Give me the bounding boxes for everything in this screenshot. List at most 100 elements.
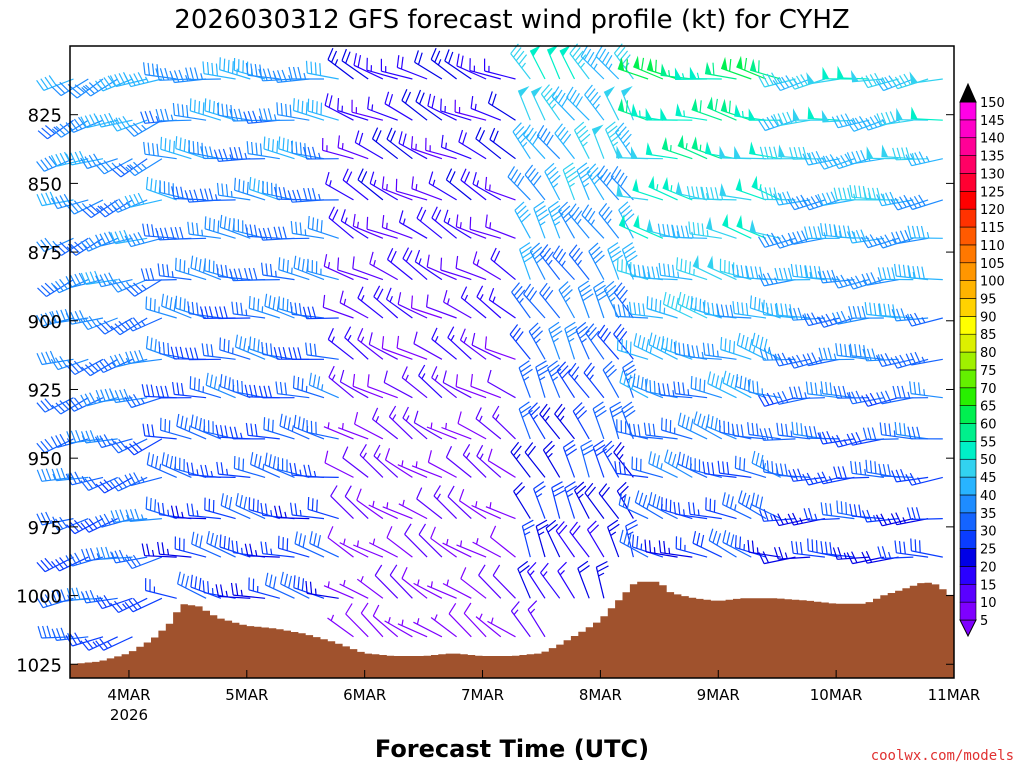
wind-barb-shaft [399, 221, 428, 239]
wind-barb-feather [50, 282, 60, 294]
wind-barb-shaft [132, 597, 163, 613]
wind-barb-half-feather [539, 376, 546, 381]
wind-barb-half-feather [583, 182, 590, 188]
wind-barb-half-feather [53, 126, 59, 132]
wind-barb-feather [49, 191, 56, 204]
wind-barb-feather [119, 509, 125, 522]
wind-barb [216, 182, 251, 201]
wind-barb-shaft [373, 455, 399, 478]
wind-barb-shaft [580, 446, 590, 478]
wind-barb-shaft [188, 514, 221, 520]
wind-barb-feather [103, 160, 113, 171]
wind-barb-shaft [430, 537, 457, 558]
wind-barb-shaft [160, 148, 192, 160]
wind-barb-shaft [382, 188, 413, 201]
wind-barb-shaft [372, 615, 399, 638]
wind-barb-shaft [357, 297, 384, 319]
wind-barb-shaft [852, 438, 885, 446]
wind-barb [646, 296, 678, 319]
wind-barb [831, 434, 870, 448]
x-tick-label: 8MAR [579, 686, 622, 704]
wind-barb-feather [199, 188, 205, 201]
wind-barb-half-feather [463, 336, 468, 344]
wind-barb-feather [793, 147, 798, 160]
wind-barb [402, 406, 428, 440]
wind-barb-half-feather [436, 493, 441, 500]
wind-barb-shaft [234, 467, 266, 478]
wind-barb-feather [440, 98, 442, 111]
wind-barb-feather [786, 111, 793, 124]
wind-barb-half-feather [303, 72, 307, 80]
wind-barb-feather [700, 186, 704, 200]
wind-barb-feather [118, 117, 127, 129]
wind-barb-feather [751, 450, 756, 464]
wind-barb [776, 422, 811, 440]
wind-barb [280, 571, 310, 599]
wind-barb-shaft [586, 172, 605, 201]
wind-barb-feather [592, 250, 603, 260]
wind-barb-flag [560, 45, 571, 57]
wind-barb-feather [257, 298, 260, 312]
wind-barb-feather [227, 340, 230, 353]
wind-barb-feather [78, 116, 87, 128]
wind-barb-feather [264, 503, 268, 516]
wind-barb-shaft [413, 621, 443, 638]
wind-barb-feather [59, 152, 67, 165]
wind-barb-feather [638, 492, 644, 505]
wind-barb-shaft [618, 224, 649, 239]
wind-barb-feather [824, 223, 828, 236]
wind-barb-feather [804, 265, 808, 278]
wind-barb-feather [645, 338, 650, 352]
wind-barb-flag [909, 71, 918, 84]
wind-barb-shaft [60, 78, 89, 97]
wind-barb-feather [634, 490, 640, 503]
wind-barb [749, 219, 781, 239]
wind-barb-feather [861, 510, 868, 523]
wind-barb-feather [685, 416, 690, 429]
wind-barb-half-feather [434, 336, 439, 343]
wind-barb-shaft [174, 197, 207, 201]
wind-barb-shaft [551, 487, 561, 519]
wind-barb-feather [288, 66, 293, 80]
wind-barb-shaft [324, 104, 354, 121]
wind-barb-feather [59, 433, 67, 446]
wind-barb-feather [720, 337, 723, 350]
wind-barb-feather [730, 374, 735, 388]
wind-barb-shaft [159, 275, 192, 281]
wind-barb-half-feather [334, 59, 339, 66]
wind-barb-feather [681, 453, 685, 467]
wind-barb-feather [810, 382, 813, 395]
wind-barb-half-feather [421, 373, 426, 380]
wind-barb-feather [861, 551, 868, 564]
wind-barb [174, 536, 207, 558]
wind-barb-feather [141, 384, 146, 397]
wind-barb-feather [764, 347, 769, 361]
wind-barb [158, 341, 192, 360]
wind-barb-feather [745, 303, 749, 316]
wind-barb-feather [804, 265, 809, 278]
wind-barb-feather [51, 86, 62, 97]
wind-barb-feather [703, 379, 706, 393]
wind-barb [155, 67, 192, 81]
wind-barb [339, 369, 369, 399]
wind-barb [905, 194, 943, 211]
wind-barb [677, 412, 708, 440]
wind-barb [351, 99, 384, 121]
wind-barb-feather [593, 174, 604, 185]
wind-barb [475, 407, 502, 440]
wind-barb-feather [895, 469, 902, 482]
wind-barb-feather [257, 499, 259, 513]
wind-barb-feather [513, 172, 522, 184]
wind-barb [633, 55, 664, 80]
wind-barb [401, 566, 428, 599]
wind-barb-half-feather [52, 516, 56, 523]
wind-barb [701, 186, 737, 201]
wind-barb-feather [204, 188, 209, 201]
wind-barb-feather [376, 288, 384, 300]
wind-barb [431, 206, 457, 239]
wind-barb-feather [780, 423, 784, 436]
wind-barb-feather [806, 472, 814, 485]
wind-barb [125, 349, 162, 364]
wind-barb [772, 234, 811, 249]
wind-barb-feather [642, 266, 647, 279]
